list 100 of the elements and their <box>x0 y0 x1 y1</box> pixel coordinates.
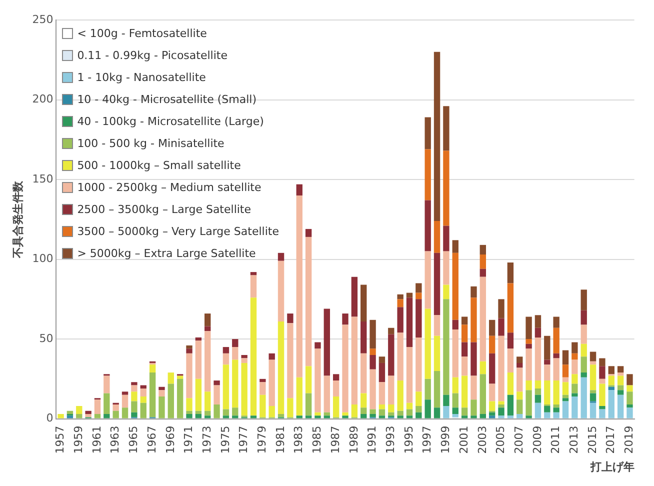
bar <box>287 398 294 418</box>
bar <box>305 393 312 416</box>
legend-label: 40 - 100kg - Microsatellite (Large) <box>77 114 264 128</box>
bar <box>232 360 238 408</box>
bar <box>452 240 458 253</box>
bar <box>599 409 606 418</box>
bar <box>378 416 386 418</box>
bar <box>85 410 92 414</box>
bar <box>461 324 468 342</box>
bar <box>434 370 440 408</box>
x-tick-label: 1995 <box>402 426 416 454</box>
bar <box>296 377 302 416</box>
bar <box>424 378 431 400</box>
bar <box>324 412 330 416</box>
bar <box>498 318 504 336</box>
y-tick-label: 250 <box>32 12 54 26</box>
bar <box>553 408 560 412</box>
bar <box>104 414 110 418</box>
bar <box>516 356 523 363</box>
bar <box>452 414 458 418</box>
bar <box>370 414 376 418</box>
x-tick-label: 1973 <box>200 426 214 454</box>
bar <box>122 408 128 418</box>
bar <box>360 321 367 354</box>
bar <box>195 337 202 341</box>
bar <box>480 268 486 277</box>
bar <box>424 117 431 150</box>
bar <box>443 394 450 406</box>
bar <box>480 361 486 374</box>
bar <box>580 324 587 344</box>
x-tick-label: 2009 <box>530 426 544 454</box>
x-tick-label: 1971 <box>182 426 196 454</box>
bar <box>562 401 569 418</box>
bar <box>268 353 275 360</box>
bar <box>222 416 230 418</box>
legend-label: 1000 - 2500kg – Medium satellite <box>77 180 262 194</box>
bar <box>250 272 257 276</box>
bar <box>314 348 321 412</box>
x-tick-label: 1965 <box>127 426 140 454</box>
bar <box>507 394 514 416</box>
legend-label: 2500 – 3500kg – Large Satellite <box>77 202 252 216</box>
bar <box>222 347 230 354</box>
bar <box>534 388 542 395</box>
bar <box>342 324 348 412</box>
bar <box>158 390 165 396</box>
x-tick-label: 1999 <box>439 426 452 454</box>
bar <box>131 401 138 412</box>
bar <box>553 358 560 381</box>
x-tick-label: 1985 <box>310 426 324 454</box>
bar <box>186 410 192 414</box>
bar <box>480 414 486 418</box>
bar <box>204 392 211 411</box>
bar <box>140 396 146 403</box>
bar <box>470 286 477 298</box>
bar <box>534 337 542 381</box>
bar <box>626 374 633 386</box>
bar <box>397 416 404 418</box>
bar <box>498 408 504 416</box>
bar <box>416 283 422 293</box>
bar <box>526 390 532 416</box>
bar <box>195 378 202 411</box>
bar <box>360 408 367 414</box>
bar <box>424 149 431 200</box>
bar <box>85 414 92 418</box>
bar <box>131 385 138 392</box>
x-tick-label: 1981 <box>274 426 287 454</box>
bar <box>122 392 128 395</box>
bar <box>406 298 413 348</box>
bar <box>260 378 266 382</box>
bar <box>250 416 257 418</box>
bar <box>122 394 128 408</box>
bar <box>370 348 376 355</box>
bar <box>488 412 496 416</box>
bar <box>443 284 450 300</box>
bar <box>580 290 587 310</box>
bar <box>324 376 330 412</box>
bar <box>572 353 578 360</box>
x-tick-label: 1991 <box>366 426 379 454</box>
bar <box>314 412 321 416</box>
bar <box>278 260 284 322</box>
bar <box>168 372 174 384</box>
bar <box>599 378 606 384</box>
x-tick-label: 2011 <box>549 426 562 454</box>
bar <box>572 396 578 418</box>
bar <box>222 409 230 416</box>
bar <box>443 251 450 285</box>
bar <box>204 416 211 418</box>
bar <box>507 416 514 418</box>
bar <box>397 294 404 300</box>
bar <box>424 251 431 309</box>
legend-label: 0.11 - 0.99kg - Picosatellite <box>77 48 228 62</box>
bar <box>590 352 596 362</box>
bar <box>232 347 238 360</box>
bar <box>498 416 504 418</box>
bar <box>526 316 532 340</box>
bar <box>553 316 560 328</box>
bar <box>149 364 156 373</box>
bar <box>572 374 578 384</box>
bar <box>287 314 294 324</box>
bar <box>617 390 624 395</box>
